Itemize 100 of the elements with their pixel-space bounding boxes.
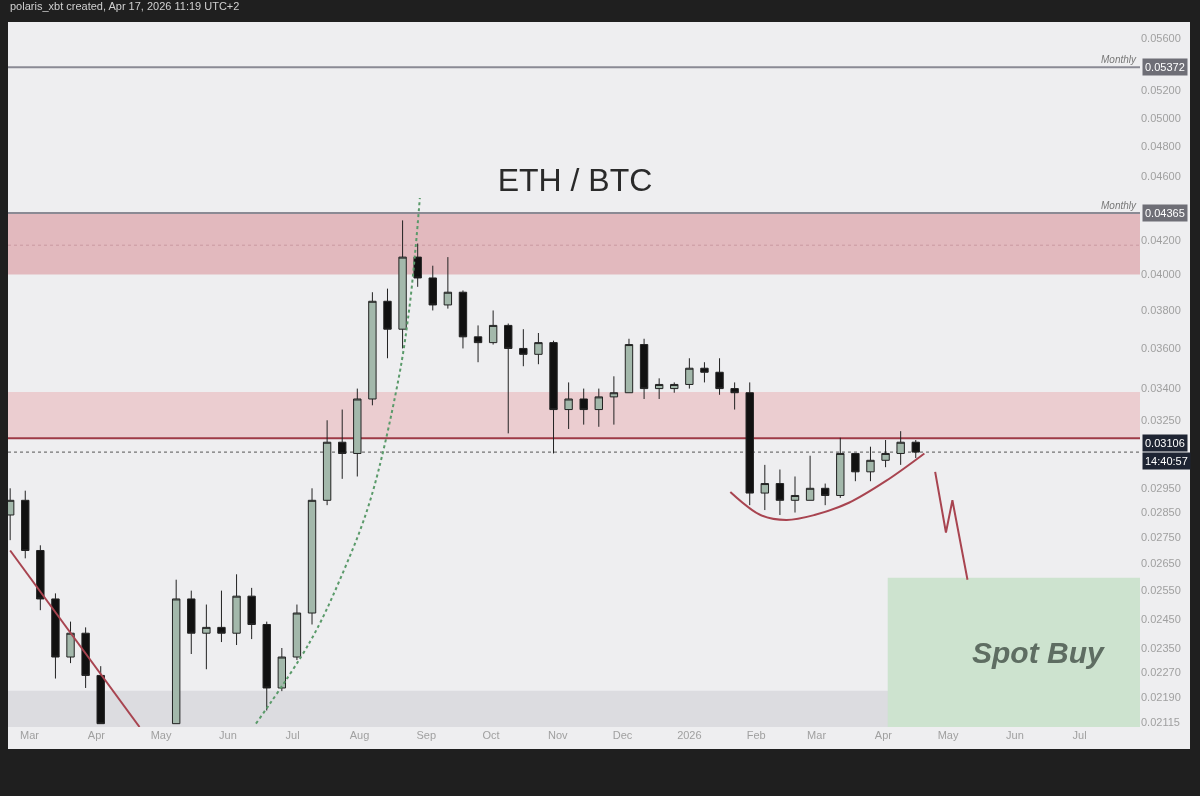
ref-line-label: 0.05372 bbox=[1145, 61, 1185, 73]
x-tick-label: Mar bbox=[20, 729, 40, 741]
candlestick bbox=[654, 377, 664, 400]
line-series bbox=[934, 470, 969, 581]
chart-subtitle: polaris_xbt created, Apr 17, 2026 11:19 UTC+2 bbox=[10, 0, 240, 12]
candlestick bbox=[715, 357, 724, 396]
annotation: Monthly bbox=[1101, 200, 1138, 211]
candlestick bbox=[504, 323, 513, 434]
line-series bbox=[254, 196, 421, 725]
y-tick-label: 0.02950 bbox=[1141, 482, 1181, 495]
x-tick-label: May bbox=[937, 729, 959, 741]
candlestick bbox=[262, 621, 271, 711]
candlestick bbox=[81, 626, 90, 689]
candlestick bbox=[171, 579, 181, 725]
candlestick bbox=[428, 265, 437, 311]
candlestick bbox=[383, 288, 392, 359]
candlestick bbox=[911, 439, 920, 459]
x-tick-label: Oct bbox=[482, 729, 500, 741]
y-tick-label: 0.05600 bbox=[1141, 31, 1181, 44]
ref-line-label: 0.04365 bbox=[1145, 207, 1185, 219]
x-tick-label: Apr bbox=[87, 729, 106, 741]
candlestick bbox=[821, 483, 830, 506]
x-tick-label: Nov bbox=[548, 729, 569, 741]
x-tick-label: 2026 bbox=[677, 729, 702, 741]
candlestick bbox=[639, 338, 649, 400]
y-tick-label: 0.02450 bbox=[1141, 612, 1181, 625]
candlestick bbox=[66, 621, 75, 664]
candlestick bbox=[519, 328, 528, 367]
candlestick bbox=[473, 324, 483, 363]
candlestick bbox=[353, 388, 362, 477]
candlestick bbox=[202, 604, 211, 670]
x-tick-label: Feb bbox=[746, 729, 766, 741]
candlestick bbox=[443, 256, 453, 310]
candlestick bbox=[187, 590, 196, 655]
candlestick bbox=[685, 357, 694, 390]
candlestick bbox=[413, 243, 422, 288]
candlestick bbox=[458, 289, 468, 349]
y-tick-label: 0.04600 bbox=[1141, 170, 1181, 183]
candlestick bbox=[96, 665, 105, 725]
candlestick bbox=[594, 388, 603, 428]
annotation: Spot Buy bbox=[972, 636, 1105, 669]
candlestick bbox=[36, 544, 45, 611]
y-tick-label: 0.05200 bbox=[1141, 84, 1181, 97]
y-tick-label: 0.02750 bbox=[1141, 531, 1181, 544]
candlestick bbox=[851, 452, 860, 482]
y-tick-label: 0.02550 bbox=[1141, 584, 1181, 597]
candlestick bbox=[745, 381, 754, 506]
line-series bbox=[729, 452, 926, 521]
candlestick bbox=[579, 388, 588, 426]
x-tick-label: Jul bbox=[285, 729, 300, 741]
candlestick bbox=[760, 464, 770, 511]
y-tick-label: 0.04000 bbox=[1141, 268, 1181, 281]
y-tick-label: 0.04800 bbox=[1141, 140, 1181, 153]
candlestick bbox=[368, 291, 377, 406]
candlestick bbox=[700, 361, 709, 383]
candlestick bbox=[896, 430, 905, 466]
candlestick bbox=[21, 490, 30, 559]
x-tick-label: Mar bbox=[807, 729, 827, 741]
text: 14:40:57 bbox=[1145, 455, 1188, 467]
candlestick bbox=[488, 309, 498, 346]
candlestick bbox=[564, 381, 573, 430]
text: ETH / BTC bbox=[497, 162, 653, 199]
candlestick bbox=[881, 439, 890, 468]
y-tick-label: 0.04200 bbox=[1141, 234, 1181, 247]
candlestick bbox=[277, 647, 287, 692]
candlestick bbox=[790, 475, 800, 514]
candlestick bbox=[338, 409, 347, 480]
candlestick bbox=[398, 219, 407, 349]
candlestick bbox=[292, 604, 302, 661]
candlestick bbox=[247, 587, 256, 640]
candlestick bbox=[8, 487, 15, 541]
candlestick bbox=[549, 340, 558, 454]
x-tick-label: Dec bbox=[612, 729, 633, 741]
candlestick bbox=[624, 338, 634, 394]
y-tick-label: 0.05000 bbox=[1141, 111, 1181, 124]
candlestick bbox=[322, 419, 332, 506]
x-tick-label: Jun bbox=[1006, 729, 1024, 741]
y-tick-label: 0.02850 bbox=[1141, 506, 1181, 519]
y-tick-label: 0.03800 bbox=[1141, 304, 1181, 317]
candlestick bbox=[609, 375, 619, 426]
x-tick-label: Apr bbox=[874, 729, 893, 741]
ref-line-label: 0.03106 bbox=[1145, 437, 1185, 449]
candlestick bbox=[836, 437, 845, 499]
candlestick bbox=[51, 592, 60, 680]
y-tick-label: 0.02650 bbox=[1141, 557, 1181, 570]
candlestick bbox=[775, 469, 785, 516]
candlestick bbox=[730, 381, 739, 411]
candlestick bbox=[217, 590, 226, 643]
candlestick bbox=[805, 455, 815, 501]
candlestick bbox=[866, 446, 875, 482]
y-tick-label: 0.02115 bbox=[1141, 715, 1180, 728]
candlestick bbox=[534, 332, 543, 365]
x-tick-label: Jul bbox=[1072, 729, 1087, 741]
candlestick bbox=[307, 487, 317, 625]
x-tick-label: Jun bbox=[219, 729, 237, 741]
y-tick-label: 0.02270 bbox=[1141, 666, 1181, 679]
candlestick bbox=[232, 573, 241, 646]
annotation: Monthly bbox=[1101, 54, 1138, 65]
x-tick-label: Aug bbox=[349, 729, 370, 741]
candlestick bbox=[670, 381, 679, 394]
